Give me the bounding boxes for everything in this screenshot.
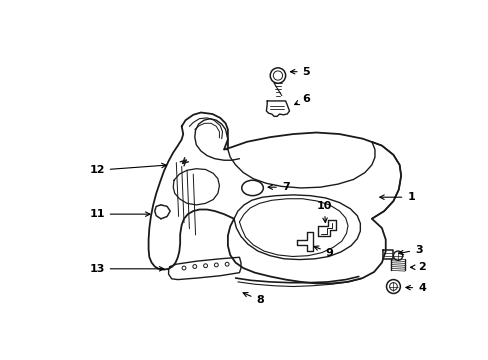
Text: 11: 11 bbox=[89, 209, 150, 219]
Text: 10: 10 bbox=[316, 201, 331, 222]
Text: 6: 6 bbox=[294, 94, 310, 104]
Text: 1: 1 bbox=[379, 192, 414, 202]
Text: 5: 5 bbox=[290, 67, 309, 77]
Text: 4: 4 bbox=[405, 283, 425, 293]
Polygon shape bbox=[154, 205, 170, 219]
Text: 3: 3 bbox=[398, 244, 422, 255]
Text: 7: 7 bbox=[267, 182, 289, 192]
Text: 8: 8 bbox=[243, 293, 264, 305]
Text: 13: 13 bbox=[89, 264, 163, 274]
Text: 2: 2 bbox=[410, 262, 425, 272]
Text: 12: 12 bbox=[89, 163, 166, 175]
Text: 9: 9 bbox=[313, 246, 333, 258]
